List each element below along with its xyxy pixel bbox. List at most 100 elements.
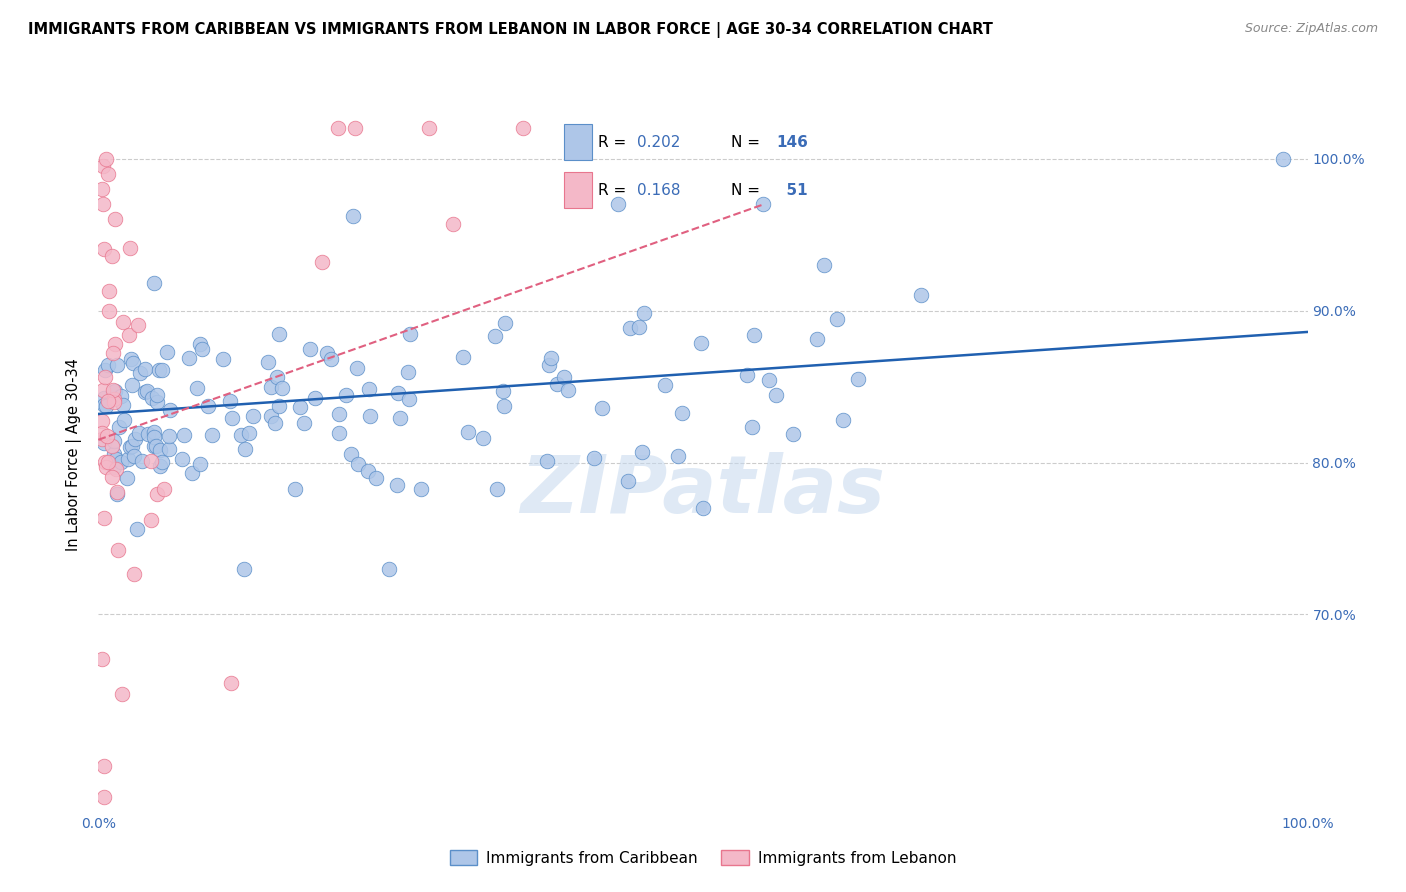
Point	[128, 425, 150, 440]
Point	[806, 332, 828, 346]
Point	[617, 474, 640, 488]
Point	[120, 440, 142, 454]
Point	[94, 455, 117, 469]
Point	[97, 167, 120, 181]
Point	[149, 458, 172, 473]
Point	[157, 442, 180, 457]
Point	[758, 373, 780, 387]
Point	[120, 351, 142, 366]
Point	[93, 398, 115, 412]
Point	[628, 319, 651, 334]
Point	[97, 285, 120, 299]
Point	[342, 209, 364, 223]
Point	[260, 409, 283, 423]
Point	[229, 428, 252, 442]
Point	[149, 443, 172, 458]
Point	[385, 478, 408, 492]
Point	[266, 369, 288, 384]
Point	[122, 450, 145, 464]
Point	[270, 381, 292, 395]
Bar	[564, 124, 592, 160]
Point	[238, 426, 260, 441]
Point	[319, 351, 342, 366]
Point	[671, 406, 693, 420]
Point	[485, 483, 508, 497]
Point	[117, 328, 139, 343]
Point	[457, 425, 479, 439]
Point	[104, 451, 127, 466]
Point	[97, 304, 120, 318]
Legend: Immigrants from Caribbean, Immigrants from Lebanon: Immigrants from Caribbean, Immigrants fr…	[444, 844, 962, 871]
Point	[212, 352, 235, 367]
Point	[134, 361, 156, 376]
Point	[100, 470, 122, 484]
Point	[91, 426, 114, 441]
Point	[326, 121, 349, 136]
Point	[93, 435, 115, 450]
Point	[139, 454, 162, 468]
Point	[221, 675, 243, 690]
Point	[299, 342, 322, 356]
Point	[304, 391, 326, 405]
Point	[191, 342, 214, 356]
Point	[101, 384, 124, 398]
Point	[103, 395, 125, 409]
Y-axis label: In Labor Force | Age 30-34: In Labor Force | Age 30-34	[66, 359, 83, 551]
Point	[111, 398, 134, 412]
Point	[339, 446, 361, 460]
Point	[666, 449, 689, 463]
Point	[117, 451, 139, 466]
Point	[359, 409, 381, 423]
Point	[145, 486, 167, 500]
Point	[105, 487, 128, 501]
Point	[418, 121, 440, 136]
Point	[101, 384, 124, 399]
Point	[117, 471, 139, 485]
Point	[181, 466, 204, 480]
Point	[396, 365, 419, 379]
Point	[359, 382, 381, 396]
Point	[484, 329, 506, 343]
Point	[607, 197, 630, 211]
Point	[96, 429, 118, 443]
Bar	[564, 172, 592, 208]
Point	[540, 351, 562, 365]
Point	[107, 419, 129, 434]
Text: R =: R =	[598, 184, 626, 198]
Point	[173, 427, 195, 442]
Point	[472, 431, 495, 445]
Point	[311, 254, 333, 268]
Point	[377, 562, 399, 576]
Point	[347, 457, 370, 471]
Point	[619, 321, 641, 335]
Point	[387, 385, 409, 400]
Point	[101, 248, 124, 262]
Point	[148, 362, 170, 376]
Point	[494, 316, 516, 330]
Point	[512, 121, 534, 136]
Point	[741, 420, 763, 434]
Point	[553, 369, 575, 384]
Point	[104, 462, 127, 476]
Point	[100, 439, 122, 453]
Point	[398, 327, 420, 342]
Point	[654, 378, 676, 392]
Text: 0.202: 0.202	[637, 135, 681, 150]
Point	[127, 318, 149, 333]
Text: 51: 51	[776, 184, 807, 198]
Point	[103, 337, 125, 351]
Point	[441, 217, 464, 231]
Point	[110, 389, 132, 403]
Point	[188, 337, 211, 351]
Point	[177, 351, 200, 365]
Point	[129, 366, 152, 380]
Point	[91, 414, 114, 428]
Point	[232, 562, 254, 576]
Point	[93, 789, 115, 804]
Point	[536, 454, 558, 468]
Point	[344, 121, 367, 136]
Point	[93, 510, 115, 524]
Point	[492, 399, 515, 413]
Point	[105, 359, 128, 373]
Point	[357, 464, 380, 478]
